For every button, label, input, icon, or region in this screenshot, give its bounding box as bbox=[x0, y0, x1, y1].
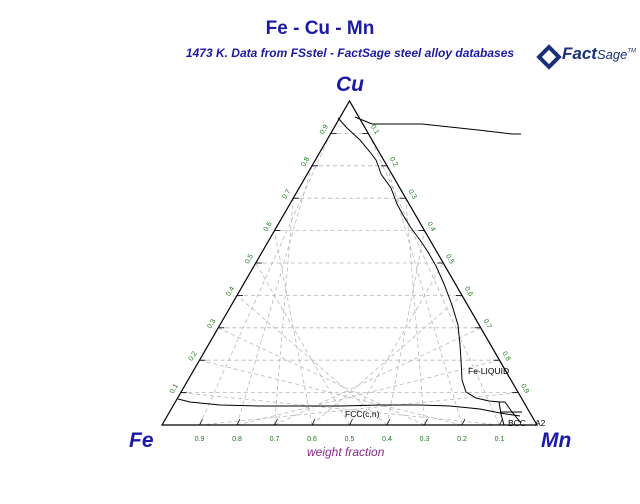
grid-line bbox=[199, 359, 463, 426]
tick-label-left: 0.4 bbox=[225, 286, 236, 298]
tick-label-left: 0.7 bbox=[281, 188, 292, 200]
tick-label-right: 0.3 bbox=[407, 188, 418, 200]
tick-label-bottom: 0.7 bbox=[270, 436, 280, 443]
logo-trademark: TM bbox=[627, 48, 637, 55]
tick-label-right: 0.2 bbox=[388, 156, 399, 168]
tick-mark bbox=[199, 418, 203, 426]
tick-label-left: 0.6 bbox=[263, 221, 274, 233]
grid-line bbox=[405, 198, 425, 426]
logo-fact: Fact bbox=[562, 44, 597, 63]
grid-line bbox=[367, 133, 500, 426]
grid-line bbox=[199, 392, 519, 426]
tick-label-right: 0.6 bbox=[463, 286, 474, 298]
tick-label-left: 0.1 bbox=[169, 383, 180, 395]
factsage-logo-icon bbox=[536, 44, 562, 70]
label-fcc: FCC(c,n) bbox=[345, 409, 380, 419]
grid-line bbox=[255, 262, 350, 426]
liquid-boundary-right bbox=[354, 116, 521, 135]
fcc-boundary bbox=[177, 398, 521, 417]
tick-label-left: 0.2 bbox=[188, 350, 199, 362]
tick-label-right: 0.9 bbox=[519, 383, 530, 395]
tick-label-bottom: 0.4 bbox=[382, 436, 392, 443]
grid-line bbox=[218, 327, 425, 426]
tick-labels: 0.1 0.1 0.2 0.2 0.3 0.3 0.4 0.4 0.5 0.5 0.6 0.6 0.7 0… bbox=[169, 124, 530, 443]
tick-mark bbox=[236, 418, 241, 426]
tick-label-right: 0.4 bbox=[425, 221, 436, 233]
liquid-boundary bbox=[337, 117, 522, 424]
tick-label-left: 0.9 bbox=[319, 124, 330, 136]
tick-label-bottom: 0.9 bbox=[195, 436, 205, 443]
tick-mark bbox=[274, 418, 278, 426]
tick-label-left: 0.5 bbox=[244, 253, 255, 265]
label-a2: A2 bbox=[535, 418, 546, 428]
tick-marks bbox=[180, 132, 519, 426]
corner-fe-label: Fe bbox=[129, 429, 154, 452]
tick-label-bottom: 0.8 bbox=[232, 436, 242, 443]
phase-boundaries: Fe-LIQUID FCC(c,n) BCC A2 bbox=[177, 116, 546, 428]
tick-mark bbox=[386, 418, 391, 426]
tick-label-bottom: 0.3 bbox=[420, 436, 430, 443]
grid-line bbox=[180, 392, 500, 426]
tick-mark bbox=[499, 418, 503, 426]
grid-line bbox=[199, 133, 332, 426]
corner-cu-label: Cu bbox=[336, 73, 364, 96]
tick-mark bbox=[349, 418, 353, 426]
tick-label-left: 0.3 bbox=[206, 318, 217, 330]
tick-label-bottom: 0.2 bbox=[457, 436, 467, 443]
diagram-title: Fe - Cu - Mn bbox=[265, 18, 375, 39]
bcc-boundary bbox=[498, 401, 522, 426]
tick-mark bbox=[424, 418, 428, 426]
label-bcc: BCC bbox=[508, 418, 526, 428]
grid-line bbox=[386, 230, 425, 426]
tick-label-bottom: 0.5 bbox=[345, 436, 355, 443]
axis-label-weight-fraction: weight fraction bbox=[307, 445, 385, 459]
logo-sage: Sage bbox=[596, 47, 628, 62]
tick-mark bbox=[311, 418, 316, 426]
tick-label-bottom: 0.1 bbox=[495, 436, 505, 443]
grid-lines bbox=[180, 132, 519, 426]
tick-label-right: 0.1 bbox=[369, 124, 380, 136]
diagram-subtitle: 1473 K. Data from FSstel - FactSage stee… bbox=[185, 46, 515, 60]
tick-label-left: 0.8 bbox=[300, 156, 311, 168]
tick-label-right: 0.5 bbox=[444, 253, 455, 265]
tick-mark bbox=[461, 418, 466, 426]
grid-line bbox=[274, 198, 294, 426]
tick-label-bottom: 0.6 bbox=[307, 436, 317, 443]
corner-mn-label: Mn bbox=[541, 429, 571, 452]
grid-line bbox=[236, 295, 388, 426]
label-fe-liquid: Fe-LIQUID bbox=[468, 366, 509, 376]
factsage-logo: FactSageTM bbox=[536, 40, 636, 76]
tick-label-right: 0.8 bbox=[500, 350, 511, 362]
grid-line bbox=[349, 262, 444, 426]
grid-line bbox=[311, 295, 463, 426]
tick-label-right: 0.7 bbox=[482, 318, 493, 330]
